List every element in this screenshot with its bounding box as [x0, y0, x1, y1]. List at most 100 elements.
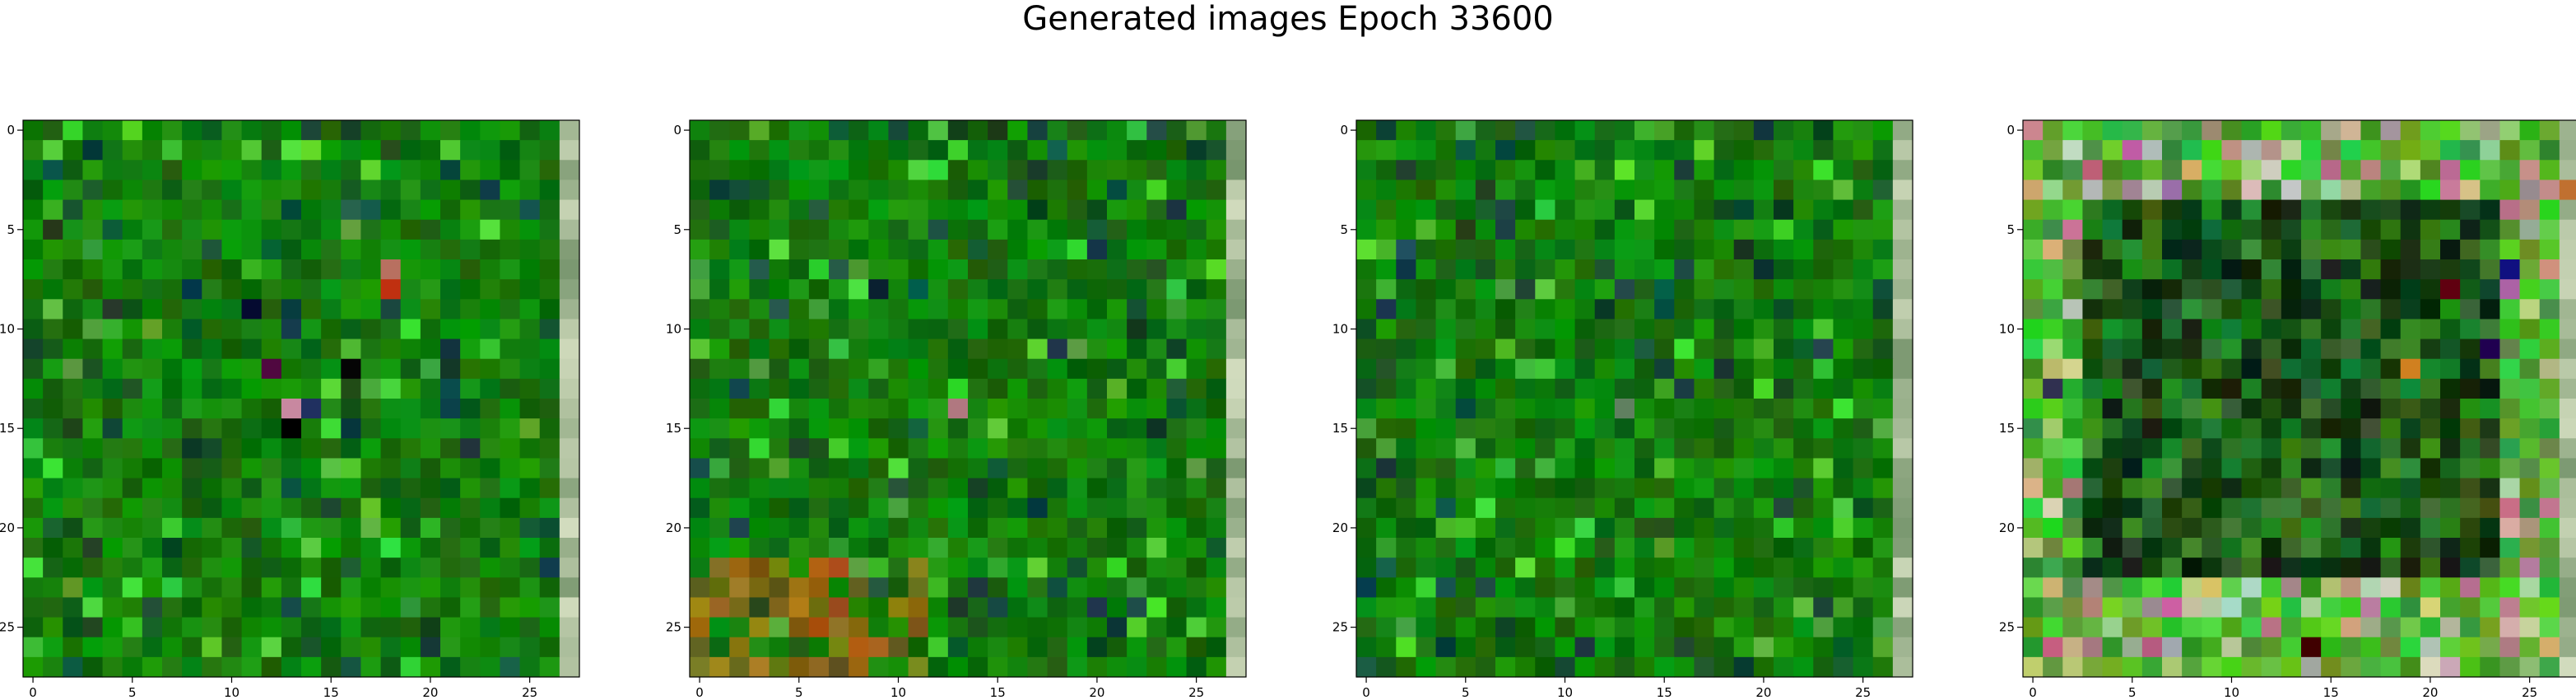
pixel-cell	[1694, 497, 1715, 519]
pixel-cell	[2043, 438, 2063, 460]
pixel-cell	[1892, 577, 1913, 599]
pixel-cell	[1614, 418, 1635, 439]
pixel-cell	[1206, 558, 1227, 578]
pixel-cell	[281, 617, 302, 638]
pixel-cell	[1654, 378, 1675, 399]
pixel-cell	[1007, 637, 1029, 658]
pixel-cell	[400, 239, 421, 260]
pixel-cell	[2182, 418, 2202, 439]
pixel-cell	[1853, 478, 1874, 499]
pixel-cell	[1356, 637, 1377, 658]
pixel-cell	[2082, 319, 2104, 340]
pixel-cell	[2043, 597, 2063, 618]
pixel-cell	[1356, 399, 1377, 419]
pixel-cell	[1475, 338, 1496, 360]
pixel-cell	[1376, 399, 1397, 419]
pixel-cell	[440, 577, 461, 599]
pixel-cell	[1225, 577, 1247, 599]
pixel-cell	[1614, 319, 1635, 340]
pixel-cell	[1793, 418, 1814, 439]
pixel-cell	[2102, 338, 2123, 360]
pixel-cell	[1225, 120, 1247, 141]
pixel-cell	[2221, 478, 2243, 499]
pixel-cell	[2499, 140, 2521, 161]
pixel-cell	[500, 199, 521, 221]
pixel-cell	[1356, 597, 1377, 618]
pixel-cell	[420, 558, 441, 578]
pixel-cell	[182, 299, 202, 320]
pixel-cell	[82, 538, 104, 558]
pixel-cell	[709, 399, 730, 419]
x-tick-label: 0	[695, 685, 704, 700]
pixel-cell	[2141, 239, 2163, 260]
pixel-cell	[1435, 538, 1457, 558]
pixel-cell	[2023, 199, 2044, 221]
pixel-cell	[1225, 299, 1247, 320]
pixel-cell	[829, 299, 849, 320]
pixel-cell	[1872, 438, 1894, 460]
pixel-cell	[1127, 597, 1147, 618]
pixel-cell	[829, 338, 849, 360]
pixel-cell	[1574, 538, 1596, 558]
pixel-cell	[1435, 478, 1457, 499]
pixel-cell	[2062, 160, 2084, 181]
pixel-cell	[2261, 399, 2282, 419]
pixel-cell	[947, 458, 969, 479]
pixel-cell	[2023, 517, 2044, 539]
pixel-cell	[808, 399, 830, 419]
pixel-cell	[1793, 219, 1814, 240]
pixel-cell	[1127, 140, 1147, 161]
pixel-cell	[1186, 656, 1207, 678]
pixel-cell	[2043, 497, 2063, 519]
pixel-cell	[321, 180, 342, 201]
pixel-cell	[1515, 458, 1536, 479]
pixel-cell	[729, 478, 751, 499]
pixel-cell	[808, 378, 830, 399]
pixel-cell	[849, 160, 869, 181]
pixel-cell	[2122, 279, 2143, 300]
pixel-cell	[1833, 358, 1854, 380]
pixel-cell	[1127, 497, 1147, 519]
pixel-cell	[2301, 299, 2322, 320]
pixel-cell	[769, 637, 790, 658]
pixel-cell	[1416, 180, 1437, 201]
pixel-cell	[1206, 418, 1227, 439]
pixel-cell	[2141, 656, 2163, 678]
pixel-cell	[2400, 597, 2421, 618]
pixel-cell	[1435, 399, 1457, 419]
pixel-cell	[2519, 597, 2541, 618]
pixel-cell	[241, 637, 263, 658]
pixel-cell	[122, 478, 143, 499]
pixel-cell	[2122, 140, 2143, 161]
pixel-cell	[43, 517, 63, 539]
pixel-cell	[23, 358, 44, 380]
pixel-cell	[1495, 279, 1516, 300]
pixel-cell	[341, 617, 362, 638]
pixel-cell	[122, 497, 143, 519]
pixel-cell	[749, 319, 770, 340]
pixel-cell	[1614, 279, 1635, 300]
pixel-cell	[241, 399, 263, 419]
pixel-cell	[1555, 180, 1576, 201]
pixel-cell	[43, 597, 63, 618]
pixel-cell	[928, 319, 949, 340]
pixel-cell	[2539, 299, 2560, 320]
pixel-cell	[1107, 180, 1128, 201]
pixel-cell	[1186, 497, 1207, 519]
pixel-cell	[1047, 338, 1068, 360]
pixel-cell	[947, 538, 969, 558]
pixel-cell	[1225, 378, 1247, 399]
pixel-cell	[2321, 239, 2341, 260]
pixel-cell	[2539, 438, 2560, 460]
pixel-cell	[709, 577, 730, 599]
pixel-cell	[500, 160, 521, 181]
pixel-cell	[868, 597, 890, 618]
pixel-cell	[2261, 338, 2282, 360]
pixel-cell	[539, 378, 560, 399]
pixel-cell	[2400, 656, 2421, 678]
pixel-cell	[500, 399, 521, 419]
pixel-cell	[709, 199, 730, 221]
pixel-cell	[947, 656, 969, 678]
pixel-cell	[43, 438, 63, 460]
pixel-cell	[808, 259, 830, 280]
